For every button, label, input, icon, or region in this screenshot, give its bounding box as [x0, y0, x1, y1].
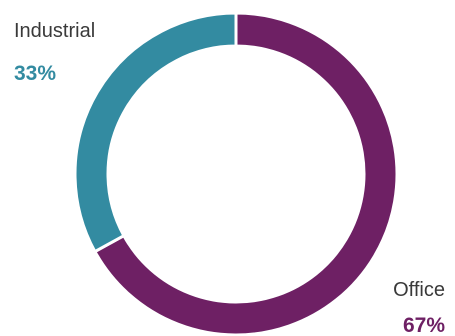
- slice-industrial: [73, 11, 238, 254]
- slice-office: [92, 11, 399, 336]
- slice-value-office: 67%: [403, 314, 445, 336]
- slice-label-office: Office: [393, 279, 445, 301]
- chart-slices: [73, 11, 399, 336]
- slice-label-industrial: Industrial: [14, 20, 95, 42]
- slice-value-industrial: 33%: [14, 62, 56, 85]
